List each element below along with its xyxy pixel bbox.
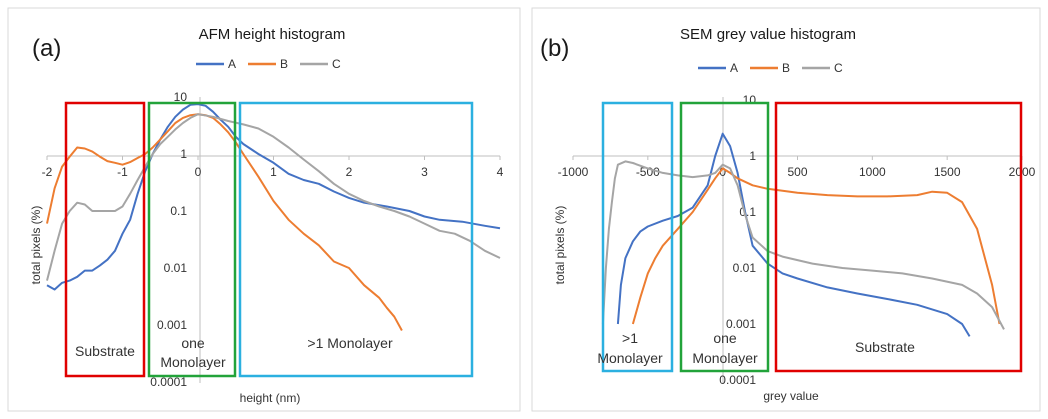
- panel-b: (b) SEM grey value histogram A B C -1000…: [531, 7, 1041, 412]
- panel-a-series-C-line: [46, 113, 501, 281]
- monolayer-annotation: Monolayer: [160, 354, 226, 370]
- legend-a-label-B: B: [280, 57, 288, 71]
- panel-a-y-tick-label: 0.1: [170, 204, 187, 218]
- panel-a-frame: [7, 7, 521, 412]
- panel-b-y-tick-label: 1: [749, 149, 756, 163]
- multi-monolayer-region-box-b: [601, 101, 674, 373]
- panel-b-y-axis-label: total pixels (%): [553, 206, 567, 285]
- panel-a-y-tick-label: 0.001: [157, 318, 187, 332]
- panel-a-y-tick-label: 10: [174, 90, 188, 104]
- panel-b-x-tick-label: 0: [719, 165, 726, 179]
- panel-a-x-tick-label: 3: [421, 165, 428, 179]
- legend-a-label-A: A: [228, 57, 236, 71]
- panel-a-x-tick-label: 1: [270, 165, 277, 179]
- panel-b-ticks: -1000 -500 0 500 1000 1500 20001010.10.010.001…: [558, 93, 1036, 387]
- panel-a-x-axis-label: height (nm): [240, 391, 301, 405]
- panel-b-title: SEM grey value histogram: [680, 26, 856, 43]
- monolayer-annotation-b: Monolayer: [692, 350, 758, 366]
- panel-a-y-tick-label: 1: [180, 147, 187, 161]
- panel-a: (a) AFM height histogram A B C -2 -1 0 1 2 3 4…: [7, 7, 521, 412]
- legend-b-label-B: B: [782, 61, 790, 75]
- panel-b-x-tick-label: 1500: [934, 165, 961, 179]
- panel-a-legend: A B C: [196, 57, 341, 71]
- panel-b-frame: [531, 7, 1041, 412]
- legend-b-label-C: C: [834, 61, 843, 75]
- panel-a-title: AFM height histogram: [199, 26, 346, 43]
- panel-b-series-B-line: [631, 167, 1001, 325]
- panel-b-y-tick-label: 0.1: [739, 205, 756, 219]
- panel-b-x-axis-label: grey value: [763, 389, 819, 403]
- panel-b-series: [601, 132, 1005, 337]
- panel-b-x-tick-label: -500: [636, 165, 660, 179]
- panel-a-x-tick-label: -1: [117, 165, 128, 179]
- panel-b-x-tick-label: -1000: [558, 165, 589, 179]
- one-monolayer-region-box: [147, 101, 237, 378]
- panel-b-label: (b): [540, 35, 569, 62]
- panel-b-y-tick-label: 0.001: [726, 317, 756, 331]
- panel-a-label: (a): [32, 35, 61, 62]
- multi-annotation-line1: >1: [622, 330, 638, 346]
- substrate-region-box: [64, 101, 146, 378]
- panel-b-legend: A B C: [698, 61, 843, 75]
- one-annotation: one: [181, 335, 205, 351]
- panel-a-y-axis-label: total pixels (%): [29, 206, 43, 285]
- panel-a-y-tick-label: 0.0001: [150, 375, 187, 389]
- panel-b-y-tick-label: 0.01: [733, 261, 757, 275]
- panel-a-x-tick-label: 4: [497, 165, 504, 179]
- substrate-region-box-b: [774, 101, 1023, 373]
- panel-b-series-A-line: [616, 132, 971, 337]
- panel-b-y-tick-label: 10: [743, 93, 757, 107]
- panel-a-series-B-line: [46, 113, 403, 331]
- multi-monolayer-annotation: >1 Monolayer: [307, 335, 393, 351]
- multi-annotation-line2: Monolayer: [597, 350, 663, 366]
- substrate-annotation: Substrate: [75, 343, 135, 359]
- legend-b-label-A: A: [730, 61, 738, 75]
- panel-a-x-tick-label: 2: [346, 165, 353, 179]
- panel-b-series-C-line: [601, 160, 1005, 330]
- panel-a-x-tick-label: 0: [195, 165, 202, 179]
- panel-a-x-tick-label: -2: [42, 165, 53, 179]
- legend-a-label-C: C: [332, 57, 341, 71]
- panel-a-series: [46, 103, 501, 331]
- panel-b-x-tick-label: 500: [787, 165, 807, 179]
- one-annotation-b: one: [713, 330, 737, 346]
- substrate-annotation-b: Substrate: [855, 339, 915, 355]
- panel-b-y-tick-label: 0.0001: [719, 373, 756, 387]
- panel-b-x-tick-label: 1000: [859, 165, 886, 179]
- multi-monolayer-region-box: [238, 101, 474, 378]
- panel-a-y-tick-label: 0.01: [164, 261, 188, 275]
- one-monolayer-region-box-b: [679, 101, 770, 373]
